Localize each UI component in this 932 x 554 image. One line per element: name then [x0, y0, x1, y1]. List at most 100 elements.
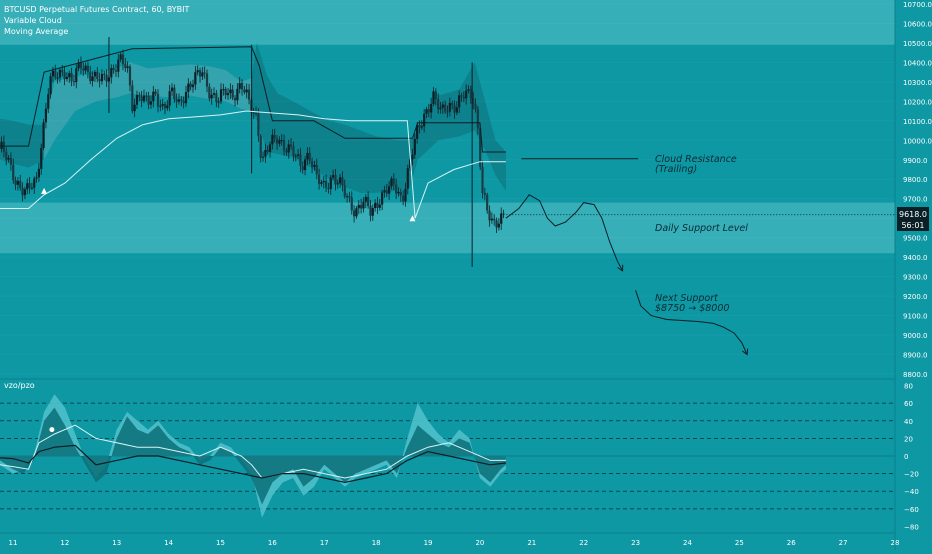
candle-body	[331, 175, 335, 178]
projection	[505, 158, 749, 356]
candle-body	[444, 104, 447, 112]
chart-legend: BTCUSD Perpetual Futures Contract, 60, B…	[4, 4, 189, 37]
price-axis-bg	[895, 0, 932, 550]
cloud-trailing-line	[0, 46, 506, 153]
candle-body	[28, 183, 31, 188]
candle-body	[196, 70, 199, 73]
osc-signal-line	[0, 424, 506, 479]
candle-body	[30, 187, 34, 189]
candle-body	[341, 177, 344, 186]
price-tick-label-13: 10100.0	[903, 118, 932, 126]
candle-body	[117, 59, 120, 72]
candle-body	[124, 64, 127, 68]
candle-body	[292, 146, 295, 156]
candle-body	[409, 159, 412, 169]
candle-body	[100, 73, 104, 82]
candle-body	[72, 81, 76, 83]
candle-body	[231, 89, 234, 98]
price-badge: 9618.0 56:01	[897, 207, 929, 231]
time-tick-label-6: 17	[320, 539, 329, 547]
candle-body	[299, 154, 302, 166]
candle-body	[177, 99, 181, 102]
candle-body	[402, 195, 405, 202]
candle-body	[275, 138, 279, 144]
price-tick-label-5: 9300.0	[903, 274, 928, 282]
price-tick-label-19: 10700.0	[903, 1, 932, 9]
candle-body	[486, 194, 489, 211]
price-tick-label-15: 10300.0	[903, 79, 932, 87]
time-tick-label-9: 20	[475, 539, 484, 547]
indicator-moving-average[interactable]: Moving Average	[4, 27, 69, 36]
candle-body	[350, 197, 353, 211]
price-tick-label-18: 10600.0	[903, 20, 932, 28]
candle-body	[488, 210, 491, 221]
candle-body	[229, 89, 232, 94]
candle-body	[14, 180, 17, 185]
candle-body	[320, 182, 323, 184]
candle-body	[70, 73, 73, 82]
oscillator-title[interactable]: vzo/pzo	[4, 381, 35, 390]
price-tick-label-0: 8800.0	[903, 371, 928, 379]
candle-body	[112, 68, 115, 71]
candle-body	[54, 70, 57, 78]
candle-body	[343, 185, 346, 197]
candle-body	[383, 190, 386, 193]
candle-body	[47, 94, 50, 109]
price-badge-price: 9618.0	[899, 210, 927, 219]
time-tick-label-3: 14	[164, 539, 173, 547]
candle-body	[7, 157, 10, 160]
candle-body	[303, 159, 307, 171]
time-tick-label-12: 23	[631, 539, 640, 547]
candle-body	[385, 190, 388, 194]
osc-tick-label-6: 40	[904, 418, 913, 426]
candle-body	[430, 103, 433, 113]
osc-tick-label-5: 20	[904, 435, 913, 443]
candle-body	[19, 180, 22, 188]
candle-body	[467, 89, 470, 91]
projection-arrow-1	[617, 264, 624, 272]
candle-body	[23, 189, 27, 196]
price-tick-label-14: 10200.0	[903, 98, 932, 106]
candle-body	[339, 177, 342, 184]
candle-body	[142, 95, 146, 102]
candle-body	[247, 89, 251, 100]
candle-body	[315, 164, 318, 175]
candle-body	[308, 152, 311, 162]
time-tick-label-2: 13	[112, 539, 121, 547]
osc-tick-label-8: 80	[904, 383, 913, 391]
osc-tick-label-0: −80	[904, 523, 919, 531]
osc-tick-label-2: −40	[904, 488, 919, 496]
candle-body	[437, 99, 440, 110]
candle-body	[257, 113, 260, 136]
osc-tick-label-4: 0	[904, 453, 908, 461]
price-badge-countdown: 56:01	[901, 221, 924, 230]
annotation-cloud-resistance-2: (Trailing)	[655, 164, 697, 175]
candle-body	[259, 135, 262, 158]
candle-body	[119, 54, 122, 60]
candle-body	[103, 73, 106, 75]
candle-body	[254, 112, 258, 114]
candle-body	[159, 105, 162, 107]
indicator-variable-cloud[interactable]: Variable Cloud	[4, 16, 62, 25]
candle-body	[336, 183, 339, 185]
candle-body	[236, 88, 239, 101]
candle-body	[465, 90, 468, 99]
candle-body	[175, 99, 178, 102]
candle-body	[472, 98, 475, 105]
candle-body	[310, 161, 314, 167]
candle-body	[355, 208, 358, 217]
resistance-band	[0, 0, 895, 45]
candle-body	[301, 165, 304, 171]
candle-body	[170, 87, 174, 92]
candle-body	[184, 91, 188, 104]
candle-body	[327, 187, 330, 189]
candle-body	[418, 124, 421, 128]
candle-body	[138, 95, 141, 97]
candle-body	[273, 134, 276, 139]
candle-body	[439, 107, 442, 110]
chart-title[interactable]: BTCUSD Perpetual Futures Contract, 60, B…	[4, 5, 190, 14]
candle-body	[346, 196, 349, 198]
candle-body	[2, 141, 5, 152]
